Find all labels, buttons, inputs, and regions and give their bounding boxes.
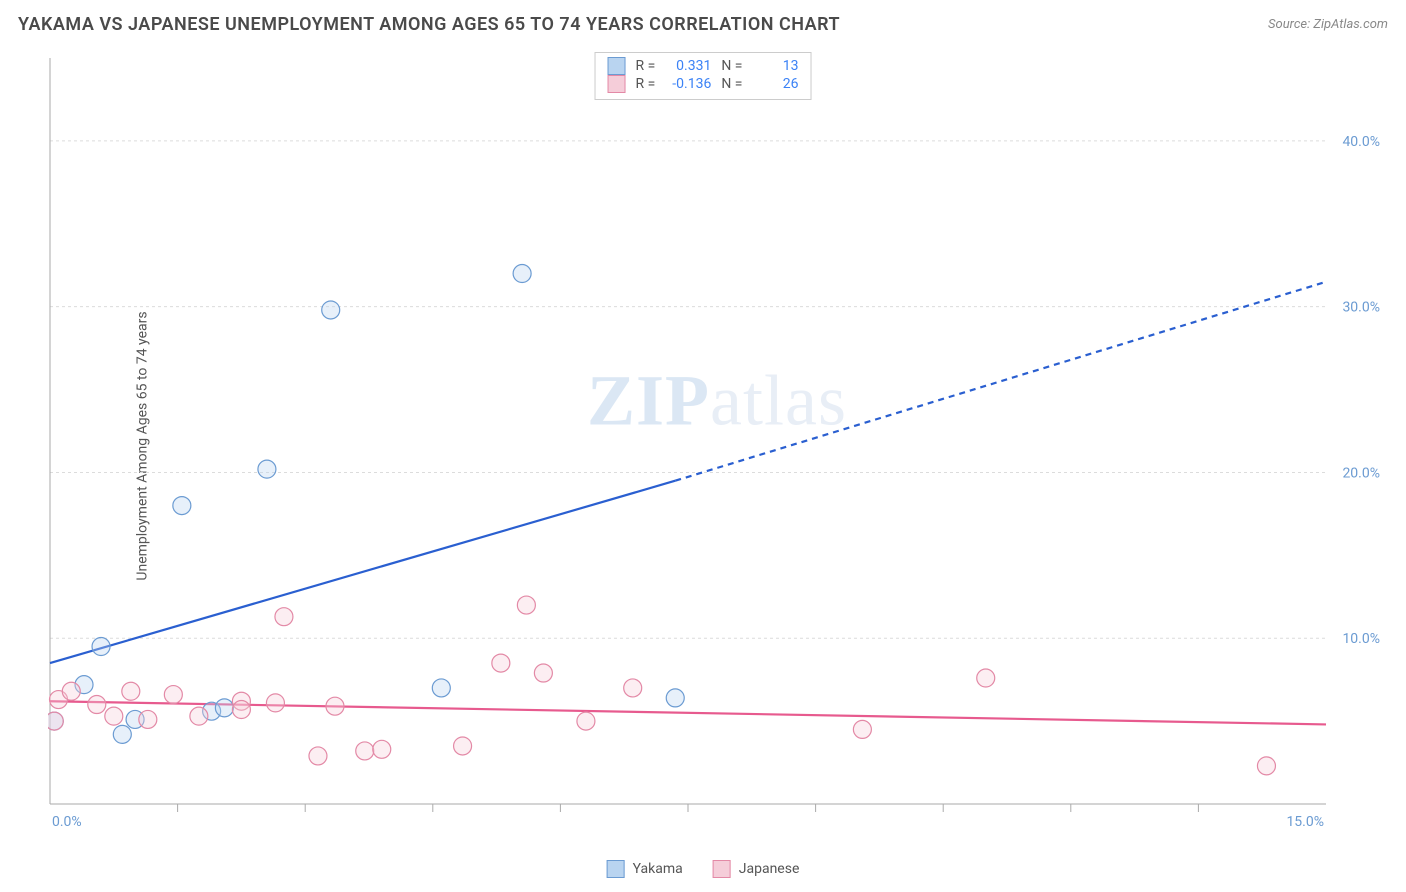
stats-row-yakama: R = 0.331 N = 13: [608, 57, 799, 75]
svg-text:10.0%: 10.0%: [1342, 631, 1380, 647]
source-attribution: Source: ZipAtlas.com: [1268, 17, 1388, 32]
n-value-yakama: 13: [752, 58, 798, 74]
chart-area: ZIPatlas 10.0%20.0%30.0%40.0%0.0%15.0%: [48, 48, 1386, 832]
chart-header: YAKAMA VS JAPANESE UNEMPLOYMENT AMONG AG…: [18, 14, 1388, 35]
stats-legend: R = 0.331 N = 13 R = -0.136 N = 26: [595, 52, 812, 100]
legend-item-yakama: Yakama: [607, 860, 683, 878]
svg-text:0.0%: 0.0%: [52, 814, 82, 830]
r-value-yakama: 0.331: [665, 58, 711, 74]
n-label: N =: [721, 76, 742, 92]
swatch-yakama: [608, 57, 626, 75]
n-label: N =: [721, 58, 742, 74]
svg-text:40.0%: 40.0%: [1342, 134, 1380, 150]
svg-text:15.0%: 15.0%: [1286, 814, 1324, 830]
svg-text:20.0%: 20.0%: [1342, 465, 1380, 481]
legend-label-yakama: Yakama: [633, 861, 683, 877]
swatch-japanese: [713, 860, 731, 878]
r-label: R =: [636, 58, 656, 74]
series-legend: Yakama Japanese: [607, 860, 800, 878]
scatter-chart: 10.0% 20.0% 30.0% 40.0% 0.0% 15.0%: [48, 48, 1386, 832]
legend-item-japanese: Japanese: [713, 860, 800, 878]
swatch-yakama: [607, 860, 625, 878]
r-value-japanese: -0.136: [665, 76, 711, 92]
chart-title: YAKAMA VS JAPANESE UNEMPLOYMENT AMONG AG…: [18, 14, 840, 35]
swatch-japanese: [608, 75, 626, 93]
legend-label-japanese: Japanese: [739, 861, 800, 877]
stats-row-japanese: R = -0.136 N = 26: [608, 75, 799, 93]
svg-text:30.0%: 30.0%: [1342, 300, 1380, 316]
n-value-japanese: 26: [752, 76, 798, 92]
r-label: R =: [636, 76, 656, 92]
